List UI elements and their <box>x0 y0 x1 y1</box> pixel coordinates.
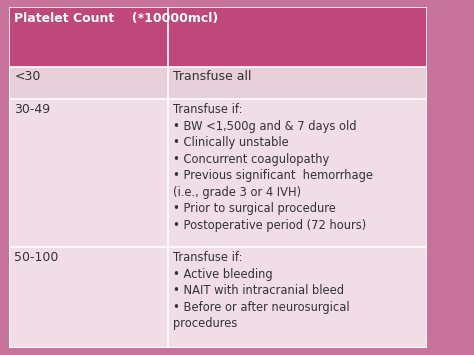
Text: Platelet Count    (*10000mcl): Platelet Count (*10000mcl) <box>15 12 219 25</box>
Text: Transfuse all: Transfuse all <box>173 70 252 83</box>
FancyBboxPatch shape <box>9 99 168 247</box>
FancyBboxPatch shape <box>168 7 427 67</box>
FancyBboxPatch shape <box>9 247 168 348</box>
Text: Transfuse if:
• BW <1,500g and & 7 days old
• Clinically unstable
• Concurrent c: Transfuse if: • BW <1,500g and & 7 days … <box>173 103 373 232</box>
Text: Transfuse if:
• Active bleeding
• NAIT with intracranial bleed
• Before or after: Transfuse if: • Active bleeding • NAIT w… <box>173 251 350 331</box>
FancyBboxPatch shape <box>9 7 168 67</box>
FancyBboxPatch shape <box>168 99 427 247</box>
Text: 50-100: 50-100 <box>15 251 59 264</box>
Text: 30-49: 30-49 <box>15 103 51 115</box>
FancyBboxPatch shape <box>168 67 427 99</box>
Text: <30: <30 <box>15 70 41 83</box>
FancyBboxPatch shape <box>9 67 168 99</box>
FancyBboxPatch shape <box>168 247 427 348</box>
